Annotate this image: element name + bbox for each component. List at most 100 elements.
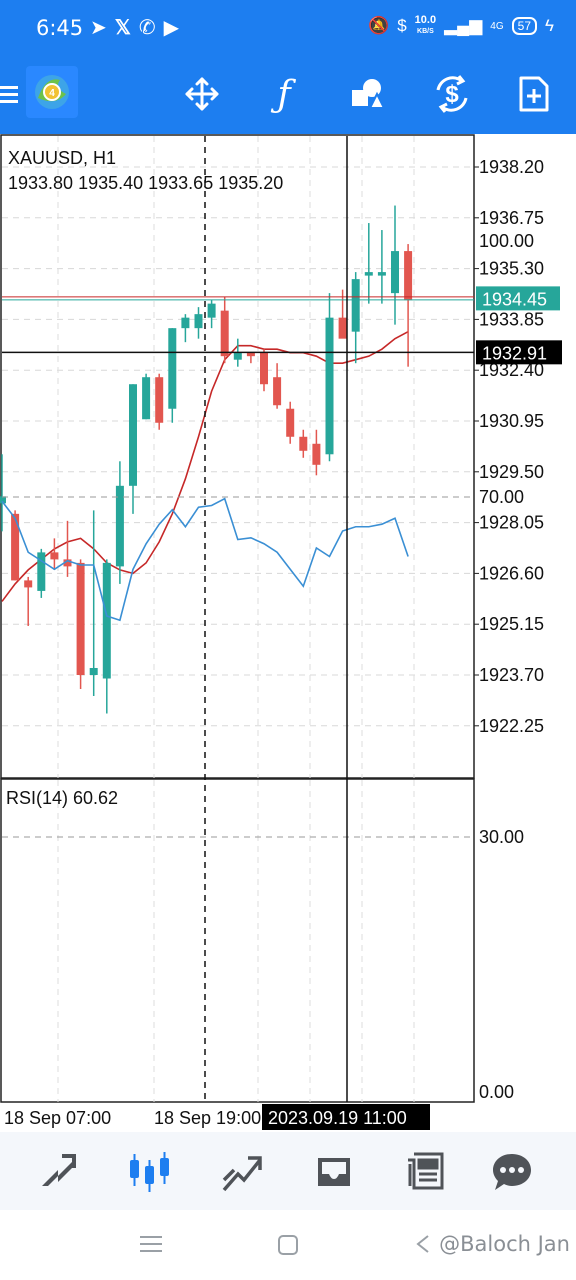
candle	[391, 205, 399, 325]
candle-body	[115, 485, 124, 567]
candle-body	[312, 443, 321, 465]
indicators-button[interactable]: ƒ	[260, 70, 308, 118]
time-tick-label: 18 Sep 07:00	[4, 1108, 111, 1128]
candle	[377, 230, 386, 304]
crosshair-button[interactable]	[178, 70, 226, 118]
candle-body	[76, 562, 85, 675]
rsi-tick-label: 100.00	[479, 231, 534, 251]
candle	[207, 300, 216, 329]
status-bar: 6:45 ➤ 𝕏 ✆ ▶ 🔕 $ 10.0 KB/S ▂▄▆ 4G 57 ϟ	[0, 0, 576, 56]
price-tick-label: 1923.70	[479, 665, 544, 685]
news-tab[interactable]	[400, 1146, 452, 1198]
signal-icon: ▂▄▆	[444, 16, 483, 35]
price-tick-label: 1932.40	[479, 360, 544, 380]
chart-area[interactable]: 1938.20 1936.75 1935.30 1933.85 1932.40 1930.…	[0, 134, 576, 1132]
candle-body	[220, 310, 229, 357]
mute-icon: 🔕	[368, 16, 390, 35]
chart-grid	[0, 134, 475, 1103]
price-axis: 1938.20 1936.75 1935.30 1933.85 1932.40 1930.…	[4, 157, 562, 1130]
candle	[286, 401, 295, 444]
chart-overlay	[2, 136, 474, 1102]
candle	[260, 349, 268, 392]
candle	[50, 538, 59, 570]
x-icon: 𝕏	[114, 17, 131, 39]
candle-body	[0, 496, 6, 504]
price-panel-frame	[0, 134, 475, 779]
quotes-tab[interactable]	[32, 1146, 84, 1198]
chart-toolbar: 4 ƒ $	[0, 56, 576, 134]
trade-tab[interactable]	[216, 1146, 268, 1198]
candle	[24, 576, 33, 626]
app-logo[interactable]: 4	[26, 66, 78, 118]
candle	[142, 373, 151, 420]
home-button[interactable]	[278, 1235, 298, 1255]
system-navigation: @Baloch Jan	[0, 1210, 576, 1280]
candle-body	[11, 513, 20, 581]
candle-body	[37, 552, 46, 591]
candle	[220, 296, 229, 364]
recents-button[interactable]	[140, 1234, 162, 1254]
rsi-label: RSI(14) 60.62	[6, 788, 118, 808]
symbols-button[interactable]: $	[428, 70, 476, 118]
bottom-navigation	[0, 1132, 576, 1210]
candle	[0, 454, 6, 532]
price-tick-label: 1936.75	[479, 208, 544, 228]
candle-body	[286, 408, 295, 437]
candle-body	[233, 352, 242, 360]
candle-body	[155, 377, 164, 423]
objects-button[interactable]	[344, 70, 392, 118]
chart-tab[interactable]	[124, 1146, 176, 1198]
price-tick-label: 1938.20	[479, 157, 544, 177]
candle-body	[50, 552, 59, 560]
battery-icon: 57	[511, 17, 537, 35]
news-icon	[408, 1152, 444, 1190]
net-speed: 10.0 KB/S	[414, 14, 437, 36]
rsi-tick-label: 30.00	[479, 827, 524, 847]
bid-price-box	[476, 286, 560, 311]
chat-icon	[493, 1154, 531, 1190]
notification-icons: ➤ 𝕏 ✆ ▶	[90, 15, 179, 40]
candle-body	[181, 317, 190, 329]
candle	[89, 510, 98, 697]
rsi-layer	[1, 496, 474, 838]
candle-body	[273, 377, 282, 406]
candle	[299, 429, 308, 458]
candle-body	[325, 317, 334, 455]
trade-icon	[222, 1156, 262, 1192]
bid-price-label: 1934.45	[482, 289, 547, 309]
symbol-label: XAUUSD, H1	[8, 148, 116, 168]
candle-body	[142, 377, 151, 420]
candle-body	[194, 314, 203, 329]
candle-body	[260, 352, 268, 385]
price-tick-label: 1926.60	[479, 563, 544, 583]
rsi-line	[1, 497, 409, 622]
candle	[351, 272, 360, 364]
candle	[325, 293, 334, 462]
price-tick-label: 1925.15	[479, 614, 544, 634]
candle-body	[207, 303, 216, 318]
data-saver-icon: $	[397, 16, 407, 35]
candle	[194, 307, 203, 339]
rsi-tick-label: 0.00	[479, 1082, 514, 1102]
time-tick-label: 18 Sep 19:00	[154, 1108, 261, 1128]
candle-body	[129, 384, 137, 486]
candles-layer	[0, 205, 413, 714]
chat-tab[interactable]	[486, 1146, 538, 1198]
watermark: @Baloch Jan	[439, 1232, 570, 1256]
candle-body	[364, 272, 373, 276]
price-tick-label: 1928.05	[479, 513, 544, 533]
price-tick-label: 1929.50	[479, 462, 544, 482]
new-order-button[interactable]	[510, 70, 558, 118]
candle	[312, 429, 321, 476]
candle	[404, 244, 413, 367]
system-icons: 🔕 $ 10.0 KB/S ▂▄▆ 4G 57 ϟ	[368, 15, 554, 37]
candle-body	[404, 251, 413, 301]
svg-text:$: $	[445, 81, 459, 108]
function-icon: ƒ	[277, 73, 291, 115]
crosshair-time-label: 2023.09.19 11:00	[268, 1108, 407, 1128]
svg-text:4: 4	[49, 88, 55, 99]
candle	[364, 223, 373, 304]
history-tab[interactable]	[308, 1146, 360, 1198]
menu-icon[interactable]	[0, 70, 22, 118]
back-button[interactable]	[414, 1234, 432, 1254]
